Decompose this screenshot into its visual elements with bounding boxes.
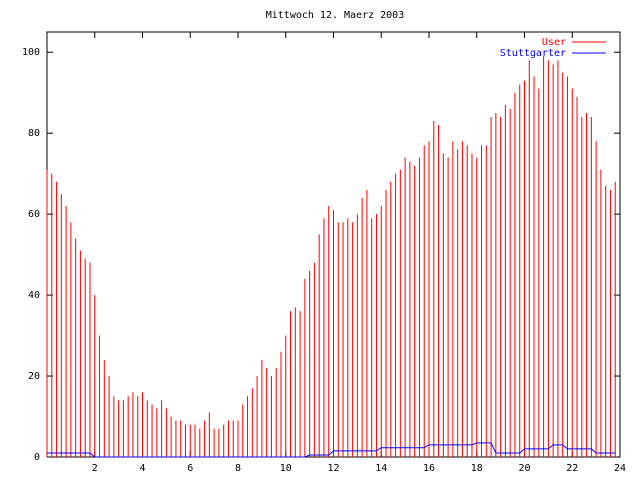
chart-title: Mittwoch 12. Maerz 2003 [266, 10, 404, 21]
y-tick-label: 60 [28, 209, 40, 220]
x-tick-label: 8 [235, 463, 241, 474]
x-tick-label: 14 [375, 463, 387, 474]
x-tick-label: 12 [327, 463, 339, 474]
y-tick-label: 100 [22, 47, 40, 58]
x-tick-label: 4 [139, 463, 145, 474]
x-tick-label: 20 [518, 463, 530, 474]
y-tick-label: 40 [28, 290, 40, 301]
x-tick-label: 16 [423, 463, 435, 474]
x-tick-label: 6 [187, 463, 193, 474]
x-tick-label: 22 [566, 463, 578, 474]
legend-label: User [542, 37, 566, 48]
legend-label: Stuttgarter [500, 48, 566, 59]
y-tick-label: 20 [28, 371, 40, 382]
x-tick-label: 24 [614, 463, 626, 474]
y-tick-label: 0 [34, 452, 40, 463]
x-tick-label: 18 [471, 463, 483, 474]
y-tick-label: 80 [28, 128, 40, 139]
series-line [47, 442, 616, 458]
x-tick-label: 2 [92, 463, 98, 474]
x-tick-label: 10 [280, 463, 292, 474]
